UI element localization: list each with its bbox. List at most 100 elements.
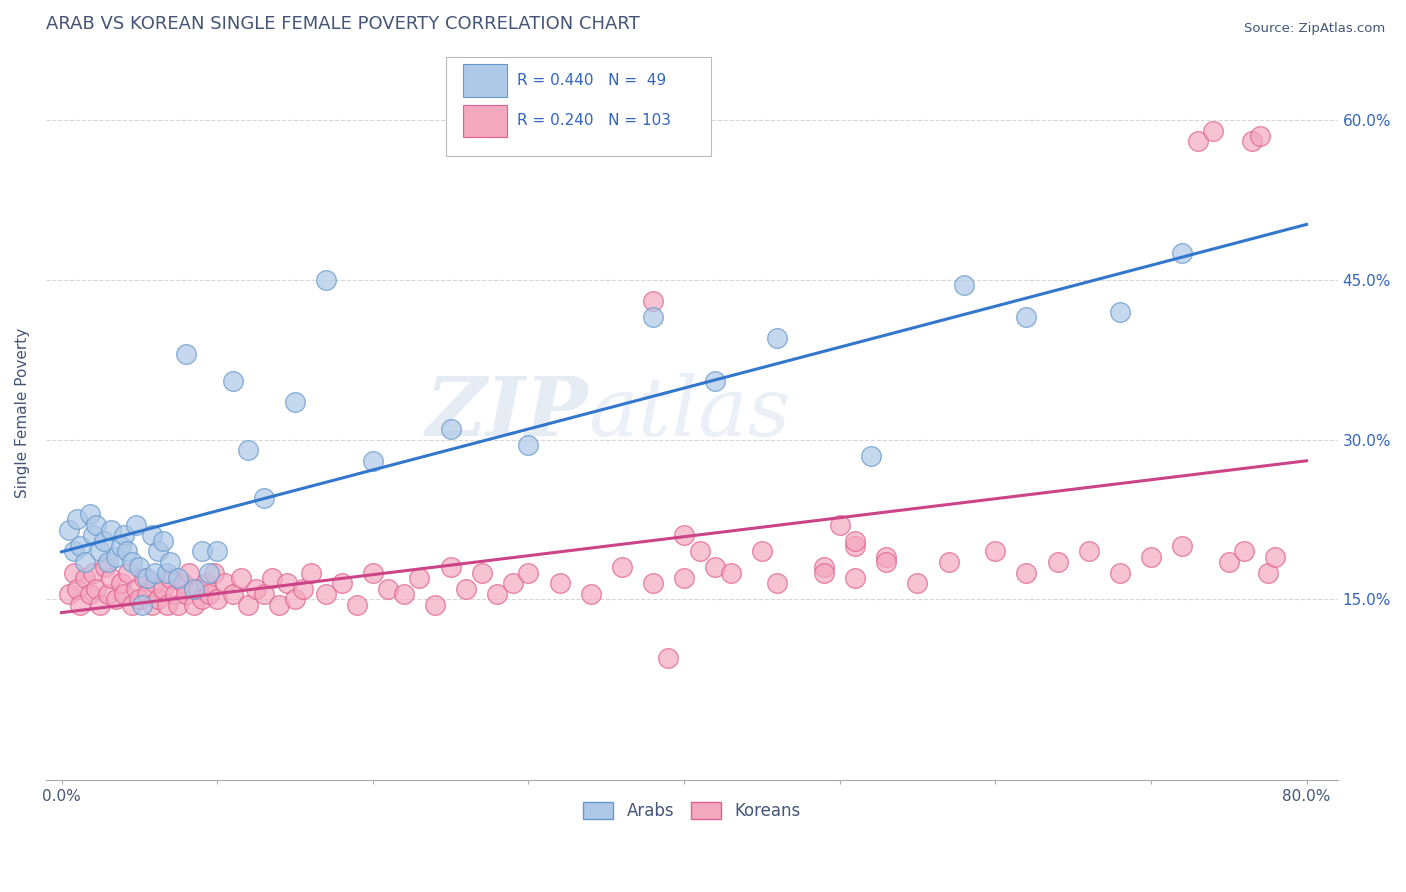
Point: [673, 528, 696, 542]
Point: [813, 560, 835, 574]
Point: [330, 576, 353, 591]
Point: [641, 294, 664, 309]
Point: [128, 560, 150, 574]
Point: [938, 555, 960, 569]
Point: [128, 592, 150, 607]
Point: [174, 347, 197, 361]
Point: [100, 523, 122, 537]
Point: [205, 544, 228, 558]
Point: [766, 331, 789, 345]
Point: [159, 555, 181, 569]
Point: [253, 587, 276, 601]
Point: [751, 544, 773, 558]
Point: [136, 587, 159, 601]
Text: ARAB VS KOREAN SINGLE FEMALE POVERTY CORRELATION CHART: ARAB VS KOREAN SINGLE FEMALE POVERTY COR…: [46, 15, 640, 33]
Point: [93, 533, 115, 548]
Point: [66, 512, 89, 526]
Point: [1264, 549, 1286, 564]
Point: [156, 566, 179, 580]
Point: [58, 587, 80, 601]
Point: [198, 566, 221, 580]
Point: [143, 566, 166, 580]
Point: [183, 598, 205, 612]
Point: [146, 544, 169, 558]
Point: [222, 587, 245, 601]
Point: [238, 443, 260, 458]
Point: [174, 587, 197, 601]
Point: [766, 576, 789, 591]
Point: [1218, 555, 1240, 569]
Point: [131, 598, 153, 612]
Point: [276, 576, 298, 591]
Point: [167, 598, 190, 612]
Point: [121, 555, 143, 569]
Point: [69, 539, 91, 553]
Point: [875, 549, 897, 564]
Point: [1108, 305, 1130, 319]
Legend: Arabs, Koreans: Arabs, Koreans: [576, 796, 807, 827]
Point: [361, 566, 384, 580]
Point: [579, 587, 602, 601]
Point: [84, 582, 107, 596]
Point: [125, 517, 148, 532]
Text: atlas: atlas: [589, 373, 790, 453]
Point: [548, 576, 571, 591]
Point: [143, 576, 166, 591]
Point: [439, 560, 461, 574]
Point: [486, 587, 509, 601]
Point: [79, 587, 101, 601]
Point: [828, 517, 851, 532]
FancyBboxPatch shape: [463, 64, 508, 96]
Point: [1249, 129, 1271, 144]
Point: [172, 576, 194, 591]
Point: [222, 374, 245, 388]
Point: [82, 566, 104, 580]
Point: [105, 549, 128, 564]
Point: [657, 651, 679, 665]
Point: [1046, 555, 1069, 569]
Point: [720, 566, 742, 580]
Point: [58, 523, 80, 537]
Point: [1257, 566, 1279, 580]
Point: [502, 576, 524, 591]
Point: [844, 533, 866, 548]
Point: [110, 576, 132, 591]
Point: [392, 587, 415, 601]
Point: [260, 571, 283, 585]
Point: [146, 592, 169, 607]
Point: [82, 528, 104, 542]
Point: [229, 571, 252, 585]
Point: [198, 587, 221, 601]
Point: [110, 539, 132, 553]
Point: [844, 539, 866, 553]
Point: [641, 310, 664, 325]
Point: [859, 449, 882, 463]
Point: [315, 273, 337, 287]
Point: [117, 566, 139, 580]
Point: [907, 576, 929, 591]
Point: [1171, 539, 1194, 553]
Point: [125, 582, 148, 596]
Point: [456, 582, 478, 596]
Point: [73, 571, 96, 585]
Point: [361, 454, 384, 468]
Point: [89, 598, 111, 612]
Point: [121, 598, 143, 612]
Point: [953, 278, 976, 293]
Point: [610, 560, 633, 574]
FancyBboxPatch shape: [446, 57, 711, 156]
Point: [167, 571, 190, 585]
Point: [269, 598, 291, 612]
Point: [844, 571, 866, 585]
Point: [112, 587, 135, 601]
Point: [1171, 246, 1194, 260]
Point: [284, 592, 307, 607]
Point: [1077, 544, 1099, 558]
Point: [156, 598, 179, 612]
Point: [214, 576, 236, 591]
Point: [408, 571, 430, 585]
Point: [141, 598, 163, 612]
Point: [471, 566, 494, 580]
Point: [100, 571, 122, 585]
Point: [66, 582, 89, 596]
